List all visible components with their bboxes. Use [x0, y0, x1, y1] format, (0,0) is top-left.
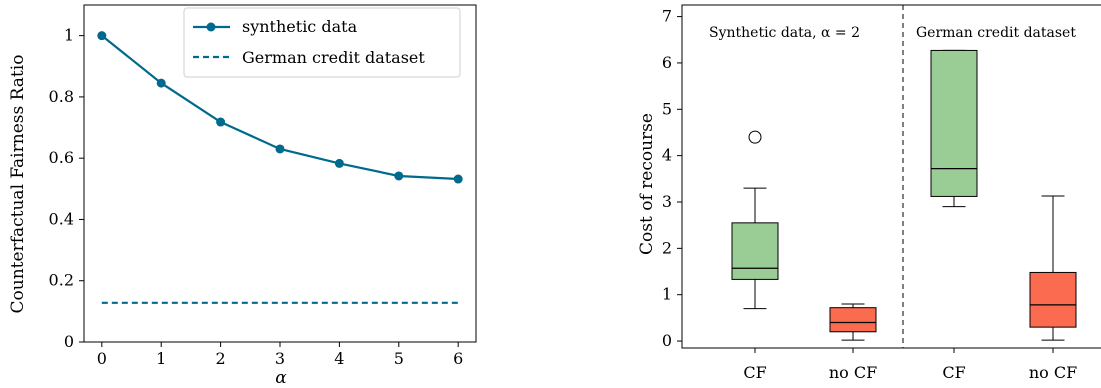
y-tick-label: 0 — [64, 332, 74, 351]
y-tick-label: 1 — [64, 26, 74, 45]
data-point-synthetic — [97, 31, 107, 41]
cost-of-recourse-y-axis-label: Cost of recourse — [637, 113, 657, 255]
fairness-ratio-y-ticks: 0 0.2 0.4 0.6 0.8 1 — [49, 26, 84, 351]
x-tick-label: 4 — [334, 349, 344, 368]
legend-label-german: German credit dataset — [242, 48, 425, 67]
fairness-ratio-y-axis-label: Counterfactual Fairness Ratio — [8, 55, 28, 314]
cost-of-recourse-x-ticks: CF no CF CF no CF — [743, 348, 1077, 382]
y-tick-label: 6 — [662, 53, 672, 72]
data-point-synthetic — [275, 144, 285, 154]
legend-frame — [183, 7, 461, 78]
data-point-synthetic — [453, 174, 463, 184]
y-tick-label: 4 — [662, 146, 672, 165]
y-tick-label: 1 — [662, 285, 672, 304]
group-label-german: German credit dataset — [916, 25, 1076, 41]
y-tick-label: 0.4 — [49, 209, 74, 228]
fairness-ratio-x-ticks: 0 1 2 3 4 5 6 — [97, 342, 463, 368]
box-cf — [731, 222, 779, 280]
cost-of-recourse-plot-area — [681, 4, 1101, 349]
legend-synthetic-marker-swatch — [206, 22, 216, 32]
y-tick-label: 0.6 — [49, 148, 74, 167]
x-tick-label: 3 — [275, 349, 285, 368]
cost-of-recourse-y-ticks: 0 1 2 3 4 5 6 7 — [662, 7, 682, 350]
cost-of-recourse-chart: CF no CF CF no CF 0 1 2 3 4 5 6 7 Cost of recourse… — [637, 4, 1101, 382]
box-nocf — [1029, 271, 1077, 328]
y-tick-label: 3 — [662, 192, 672, 211]
box-cf — [930, 49, 978, 197]
y-tick-label: 2 — [662, 238, 672, 257]
y-tick-label: 0.8 — [49, 87, 74, 106]
x-tick-label: 0 — [97, 349, 107, 368]
data-point-synthetic — [394, 171, 404, 181]
x-tick-label: no CF — [1029, 363, 1077, 382]
x-tick-label: CF — [743, 363, 766, 382]
y-tick-label: 7 — [662, 7, 672, 26]
outlier-point — [748, 130, 762, 144]
group-label-synthetic: Synthetic data, α = 2 — [709, 25, 860, 41]
fairness-ratio-legend: synthetic data German credit dataset — [183, 7, 461, 78]
x-tick-label: 2 — [216, 349, 226, 368]
x-tick-label: 6 — [453, 349, 463, 368]
x-tick-label: 1 — [156, 349, 166, 368]
fairness-ratio-x-axis-label: α — [275, 368, 287, 388]
data-point-synthetic — [216, 117, 226, 127]
cost-of-recourse-axes-frame — [681, 4, 1101, 349]
y-tick-label: 5 — [662, 99, 672, 118]
fairness-ratio-chart: 0 1 2 3 4 5 6 0 0.2 0.4 0.6 0.8 1 α Counterfactual … — [8, 4, 477, 388]
x-tick-label: CF — [942, 363, 965, 382]
y-tick-label: 0 — [662, 331, 672, 350]
x-tick-label: no CF — [829, 363, 877, 382]
x-tick-label: 5 — [394, 349, 404, 368]
y-tick-label: 0.2 — [49, 271, 74, 290]
data-point-synthetic — [156, 78, 166, 88]
data-point-synthetic — [334, 158, 344, 168]
box-nocf — [829, 307, 877, 333]
legend-label-synthetic: synthetic data — [242, 17, 358, 36]
